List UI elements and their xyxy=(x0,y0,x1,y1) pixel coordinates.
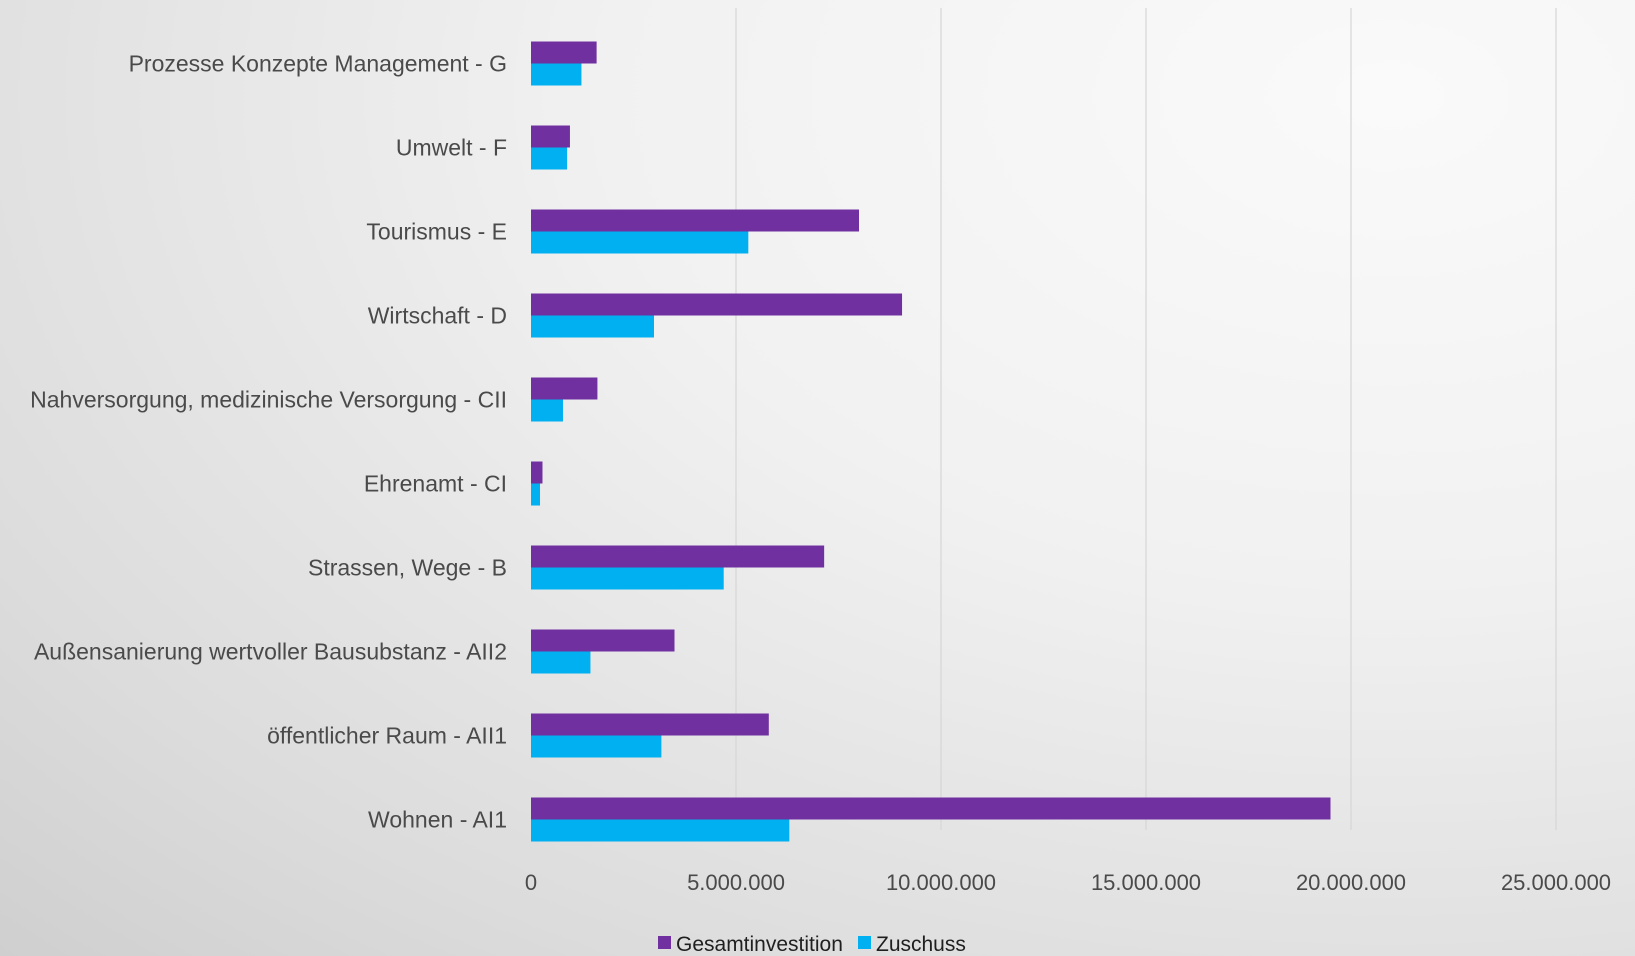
x-tick-label: 10.000.000 xyxy=(886,870,996,895)
bar-gesamtinvestition xyxy=(531,377,598,400)
bars xyxy=(531,41,1331,842)
category-labels: Prozesse Konzepte Management - G Umwelt -… xyxy=(30,51,507,833)
gridlines xyxy=(735,8,1557,830)
legend-swatch xyxy=(858,936,871,949)
bar-zuschuss xyxy=(531,735,662,758)
category-label: Tourismus - E xyxy=(366,219,507,245)
category-label: Nahversorgung, medizinische Versorgung -… xyxy=(30,387,507,413)
bar-zuschuss xyxy=(531,231,749,254)
bar-zuschuss xyxy=(531,147,568,170)
category-label: Umwelt - F xyxy=(396,135,507,161)
category-label: Wirtschaft - D xyxy=(368,303,507,329)
bar-gesamtinvestition xyxy=(531,461,543,484)
bar-gesamtinvestition xyxy=(531,125,570,148)
category-label: Strassen, Wege - B xyxy=(308,555,507,581)
bar-zuschuss xyxy=(531,399,563,422)
bar-gesamtinvestition xyxy=(531,293,903,316)
category-label: Prozesse Konzepte Management - G xyxy=(129,51,507,77)
x-tick-label: 0 xyxy=(525,870,537,895)
category-label: öffentlicher Raum - AII1 xyxy=(267,723,507,749)
x-tick-label: 20.000.000 xyxy=(1296,870,1406,895)
x-axis-tick-labels: 0 5.000.000 10.000.000 15.000.000 20.000.000… xyxy=(525,870,1611,895)
x-tick-label: 15.000.000 xyxy=(1091,870,1201,895)
bar-gesamtinvestition xyxy=(531,545,825,568)
bar-zuschuss xyxy=(531,63,582,86)
bar-gesamtinvestition xyxy=(531,629,675,652)
category-label: Wohnen - AI1 xyxy=(368,807,507,833)
legend-label: Zuschuss xyxy=(876,933,966,956)
legend-label: Gesamtinvestition xyxy=(676,933,843,956)
bar-zuschuss xyxy=(531,567,724,590)
x-tick-label: 25.000.000 xyxy=(1501,870,1611,895)
x-tick-label: 5.000.000 xyxy=(687,870,785,895)
bar-gesamtinvestition xyxy=(531,713,769,736)
legend-swatch xyxy=(658,936,671,949)
legend: Gesamtinvestition Zuschuss xyxy=(658,933,966,956)
category-label: Außensanierung wertvoller Bausubstanz - … xyxy=(34,639,507,665)
bar-zuschuss xyxy=(531,651,591,674)
bar-zuschuss xyxy=(531,315,654,338)
bar-gesamtinvestition xyxy=(531,41,597,64)
bar-zuschuss xyxy=(531,483,541,506)
bar-gesamtinvestition xyxy=(531,797,1331,820)
category-label: Ehrenamt - CI xyxy=(364,471,507,497)
bar-gesamtinvestition xyxy=(531,209,859,232)
bar-zuschuss xyxy=(531,819,790,842)
